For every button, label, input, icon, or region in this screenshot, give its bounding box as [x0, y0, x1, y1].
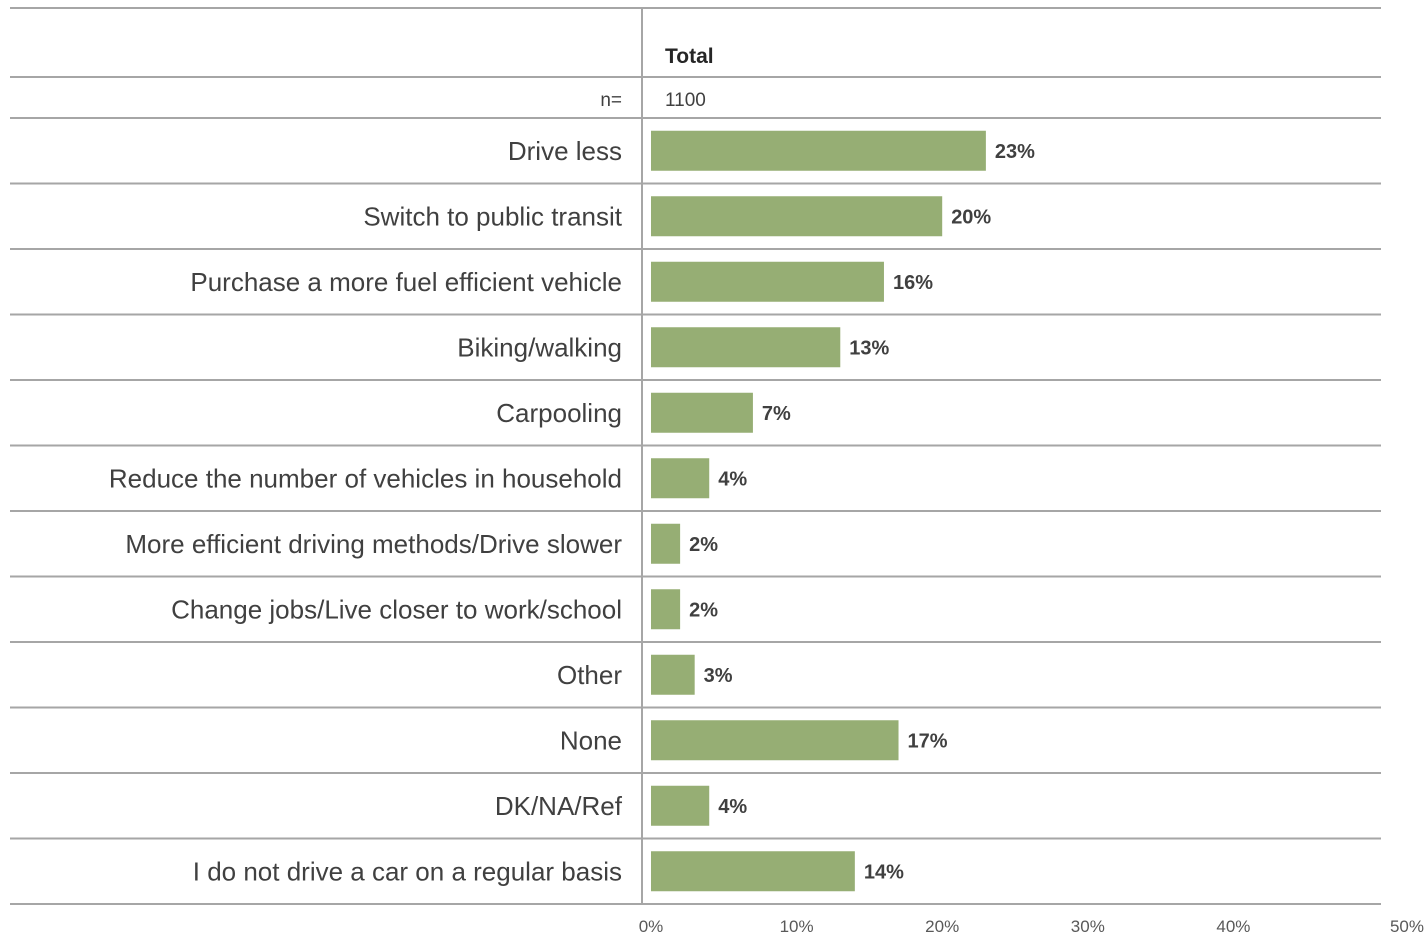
bar [651, 392, 753, 433]
bar-row: I do not drive a car on a regular basis 1… [193, 851, 904, 892]
bar [651, 327, 841, 368]
bar [651, 720, 899, 761]
bar-row: Drive less 23% [508, 130, 1035, 171]
value-label: 16% [893, 272, 933, 294]
value-label: 2% [689, 534, 718, 556]
value-label: 7% [762, 403, 791, 425]
value-label: 20% [951, 206, 991, 228]
bar [651, 589, 681, 630]
category-label: I do not drive a car on a regular basis [193, 856, 622, 886]
value-label: 3% [704, 665, 733, 687]
category-label: Switch to public transit [363, 201, 622, 231]
category-label: Change jobs/Live closer to work/school [171, 594, 622, 624]
bar [651, 851, 855, 892]
x-tick-label: 20% [925, 917, 959, 936]
n-value: 1100 [665, 90, 706, 111]
category-label: None [560, 725, 622, 755]
category-label: DK/NA/Ref [495, 791, 623, 821]
x-axis-ticks: 0% 10% 20% 30% 40% 50% [639, 917, 1424, 936]
bar-row: Other 3% [557, 654, 733, 695]
value-label: 17% [908, 730, 948, 752]
category-label: Purchase a more fuel efficient vehicle [190, 267, 622, 297]
x-tick-label: 40% [1216, 917, 1250, 936]
x-tick-label: 50% [1390, 917, 1424, 936]
x-tick-label: 10% [780, 917, 814, 936]
bar [651, 196, 943, 237]
value-label: 2% [689, 599, 718, 621]
value-label: 23% [995, 141, 1035, 163]
bar-row: Carpooling 7% [496, 392, 791, 433]
value-label: 4% [718, 468, 747, 490]
bar [651, 785, 710, 826]
column-header: Total [665, 45, 714, 68]
category-label: Reduce the number of vehicles in househo… [109, 463, 622, 493]
bar-row: More efficient driving methods/Drive slo… [125, 523, 718, 564]
bar [651, 654, 695, 695]
category-label: Carpooling [496, 398, 622, 428]
n-label: n= [600, 90, 622, 111]
bar-row: DK/NA/Ref 4% [495, 785, 747, 826]
x-tick-label: 0% [639, 917, 664, 936]
value-label: 13% [849, 337, 889, 359]
chart-rows: Drive less 23% Switch to public transit 20%… [109, 130, 1035, 892]
value-label: 4% [718, 796, 747, 818]
bar [651, 130, 986, 171]
bar-row: Change jobs/Live closer to work/school 2% [171, 589, 718, 630]
bar-row: Biking/walking 13% [457, 327, 890, 368]
x-tick-label: 30% [1071, 917, 1105, 936]
row-separators [10, 7, 1381, 905]
bar [651, 458, 710, 499]
bar-row: Purchase a more fuel efficient vehicle 16… [190, 261, 933, 302]
category-label: Biking/walking [457, 332, 622, 362]
category-label: Drive less [508, 136, 622, 166]
category-label: More efficient driving methods/Drive slo… [125, 529, 622, 559]
category-label: Other [557, 660, 622, 690]
value-label: 14% [864, 861, 904, 883]
bar-row: Switch to public transit 20% [363, 196, 991, 237]
bar-row: None 17% [560, 720, 948, 761]
bar [651, 261, 884, 302]
bar [651, 523, 681, 564]
bar-row: Reduce the number of vehicles in househo… [109, 458, 747, 499]
